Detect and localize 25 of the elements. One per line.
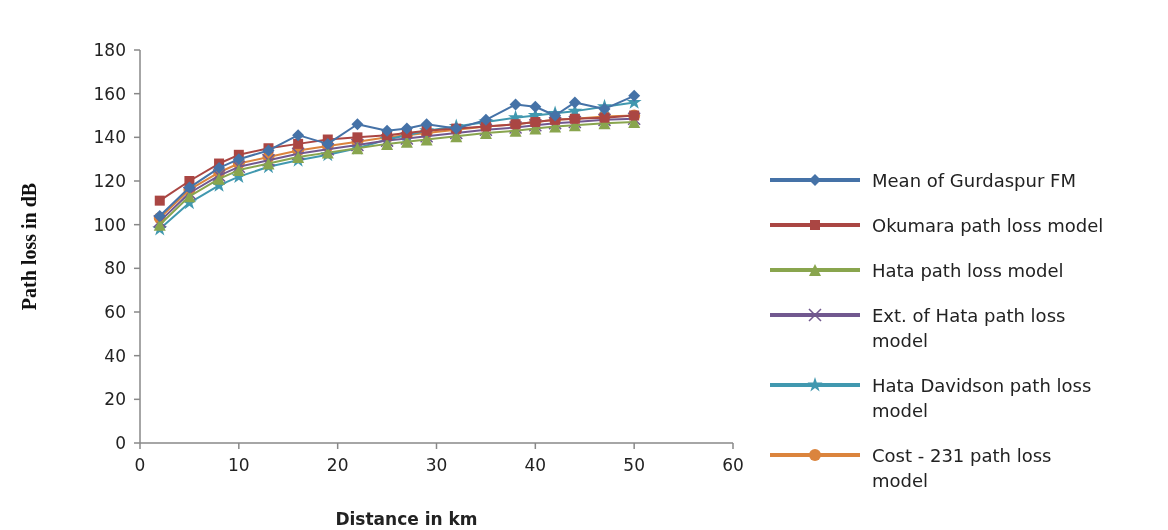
legend-label: Hata path loss model [872,260,1064,281]
y-tick-label: 180 [93,39,126,60]
legend-label: Hata Davidson path loss model [872,375,1092,421]
y-tick-label: 160 [93,83,126,104]
x-tick-label: 20 [326,455,349,475]
x-tick-label: 60 [722,455,744,475]
legend-label: Ext. of Hata path loss model [872,305,1066,351]
legend-label: Mean of Gurdaspur FM [872,170,1076,191]
y-axis-title: Path loss in dB [18,182,40,311]
y-tick-label: 40 [104,345,126,366]
x-tick-label: 10 [228,455,250,475]
y-tick-label: 120 [93,170,126,191]
y-tick-label: 100 [93,214,126,235]
legend-label: Okumara path loss model [872,215,1104,236]
x-tick-label: 0 [134,455,146,475]
x-tick-label: 30 [425,455,448,475]
y-tick-label: 80 [104,258,126,279]
y-tick-label: 140 [93,127,126,148]
x-tick-label: 50 [623,455,645,475]
legend-label: Cost - 231 path loss model [872,445,1052,491]
y-tick-label: 60 [104,301,126,322]
x-axis-title: Distance in km [335,509,478,529]
x-tick-label: 40 [524,455,547,475]
y-tick-label: 0 [115,432,126,453]
y-tick-label: 20 [104,389,126,410]
